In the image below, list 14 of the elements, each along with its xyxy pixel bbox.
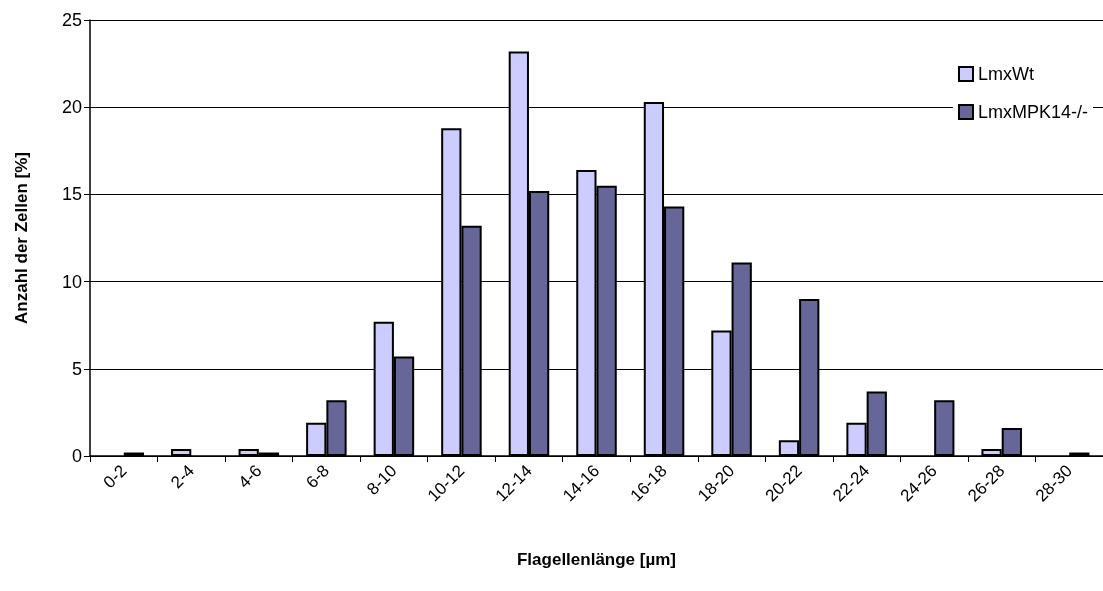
x-tick-label: 4-6 [234,461,266,493]
x-axis-title: Flagellenlänge [µm] [516,550,677,569]
y-tick-label: 15 [61,184,82,205]
y-tick-label: 20 [61,97,82,118]
y-tick-label: 25 [61,10,82,30]
legend-label: LmxWt [977,64,1034,84]
y-tick-label: 10 [61,271,82,292]
y-tick-label: 0 [71,446,82,466]
y-axis-title: Anzahl der Zellen [%] [12,152,31,324]
legend-label: LmxMPK14-/- [977,102,1089,122]
x-tick-label: 2-4 [167,461,199,493]
x-tick-label: 0-2 [99,461,131,493]
y-tick-label: 5 [71,358,82,379]
x-tick-label: 6-8 [302,461,334,493]
